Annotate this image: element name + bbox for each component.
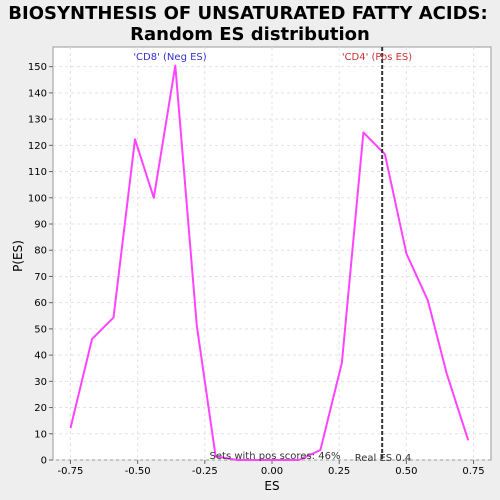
y-tick-label: 50 [34, 324, 47, 335]
x-tick-label: 0.50 [395, 466, 417, 477]
y-tick-label: 150 [28, 62, 47, 73]
y-tick-label: 30 [34, 377, 47, 388]
y-tick-label: 20 [34, 403, 47, 414]
y-tick-label: 120 [28, 141, 47, 152]
x-axis: -0.75 -0.50 -0.25 0.00 0.25 0.50 0.75 [58, 460, 485, 477]
y-tick-label: 40 [34, 351, 47, 362]
y-tick-label: 110 [28, 167, 47, 178]
pos-es-label: 'CD4' (Pos ES) [342, 52, 412, 63]
y-tick-label: 130 [28, 115, 47, 126]
y-tick-label: 90 [34, 220, 47, 231]
y-axis-label: P(ES) [11, 240, 25, 272]
series-layer [69, 64, 470, 461]
x-tick-label: -0.75 [58, 466, 84, 477]
es-distribution-line [69, 64, 470, 461]
x-tick-label: 0.25 [328, 466, 350, 477]
y-tick-label: 100 [28, 193, 47, 204]
chart-title-line-1: BIOSYNTHESIS OF UNSATURATED FATTY ACIDS: [8, 3, 487, 24]
real-es-label: Real ES 0.4 [355, 453, 411, 464]
x-axis-label: ES [264, 479, 279, 493]
pos-scores-text: Sets with pos scores: 46% [210, 451, 341, 462]
y-tick-label: 60 [34, 298, 47, 309]
chart-title-line-2: Random ES distribution [130, 24, 370, 45]
x-tick-label: 0.75 [462, 466, 484, 477]
y-tick-label: 0 [41, 456, 47, 467]
x-tick-label: 0.00 [261, 466, 283, 477]
y-axis: 0 10 20 30 40 50 60 70 80 90 100 110 120 130 140 150 [28, 62, 53, 467]
y-tick-label: 70 [34, 272, 47, 283]
neg-es-label: 'CD8' (Neg ES) [133, 52, 206, 63]
grid-lines [53, 47, 491, 461]
x-tick-label: -0.25 [192, 466, 218, 477]
y-tick-label: 80 [34, 246, 47, 257]
x-tick-label: -0.50 [125, 466, 151, 477]
y-tick-label: 140 [28, 88, 47, 99]
y-tick-label: 10 [34, 429, 47, 440]
